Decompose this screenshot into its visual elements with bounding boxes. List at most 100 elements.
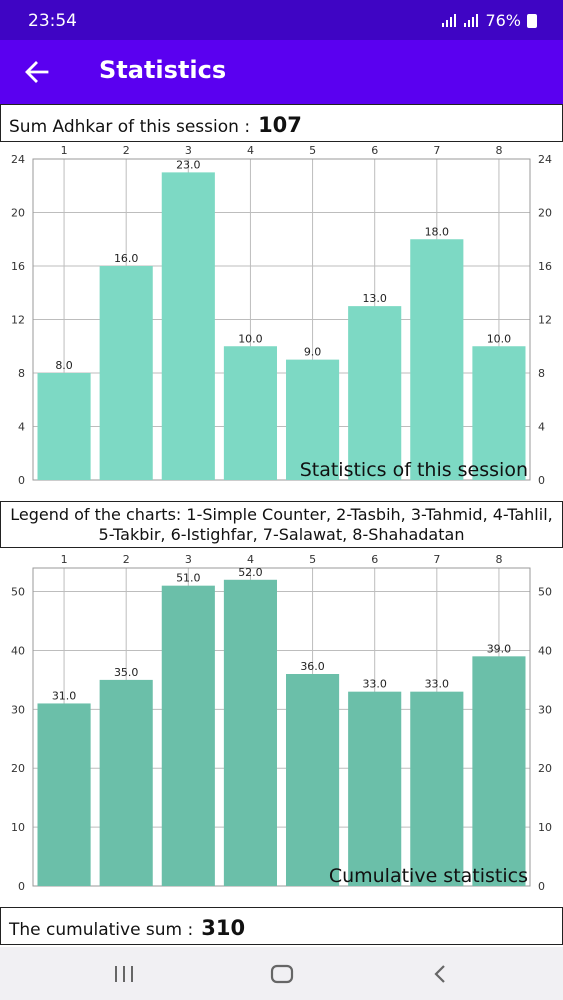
x-category-label: 5 <box>309 553 316 566</box>
bar-4 <box>223 579 277 886</box>
y-tick-label-right: 12 <box>538 314 552 327</box>
x-category-label: 6 <box>371 144 378 157</box>
signal-icon <box>442 13 457 27</box>
y-tick-label-right: 0 <box>538 474 545 487</box>
bar-value-label: 33.0 <box>362 678 387 691</box>
status-indicators: 76% <box>441 11 537 30</box>
back-chevron-icon <box>434 965 445 983</box>
y-tick-label-right: 20 <box>538 207 552 220</box>
x-category-label: 8 <box>495 144 502 157</box>
bar-5 <box>286 674 340 886</box>
x-category-label: 3 <box>185 553 192 566</box>
y-tick-label-right: 50 <box>538 586 552 599</box>
recents-button[interactable] <box>104 959 144 989</box>
arrow-left-icon <box>25 61 49 83</box>
plot-frame <box>32 567 531 887</box>
y-tick-label-right: 30 <box>538 703 552 716</box>
y-tick-label-right: 0 <box>538 880 545 893</box>
x-category-label: 1 <box>61 553 68 566</box>
bar-5 <box>286 359 340 480</box>
y-tick-label-right: 20 <box>538 762 552 775</box>
bar-4 <box>223 346 277 480</box>
cumulative-sum-label: The cumulative sum : <box>9 920 194 940</box>
x-category-label: 4 <box>247 553 254 566</box>
bar-7 <box>410 239 464 480</box>
bar-8 <box>472 346 526 480</box>
bar-value-label: 16.0 <box>114 252 139 265</box>
recents-icon <box>115 966 133 982</box>
bar-3 <box>161 585 215 886</box>
bar-8 <box>472 656 526 886</box>
bar-6 <box>348 691 402 886</box>
session-sum-box: Sum Adhkar of this session : 107 <box>0 104 563 142</box>
bar-value-label: 8.0 <box>55 359 73 372</box>
cumulative-sum-value: 310 <box>201 916 246 940</box>
chart-description: Cumulative statistics <box>329 865 528 887</box>
bar-value-label: 52.0 <box>238 566 263 579</box>
legend-box: Legend of the charts: 1-Simple Counter, … <box>0 501 563 548</box>
x-category-label: 2 <box>123 553 130 566</box>
bar-2 <box>99 266 153 480</box>
x-category-label: 6 <box>371 553 378 566</box>
home-button[interactable] <box>262 959 302 989</box>
y-tick-label-right: 40 <box>538 644 552 657</box>
y-tick-label-right: 4 <box>538 421 545 434</box>
x-category-label: 3 <box>185 144 192 157</box>
x-category-label: 5 <box>309 144 316 157</box>
bar-value-label: 23.0 <box>176 158 201 171</box>
x-category-label: 7 <box>433 144 440 157</box>
navigation-bar <box>0 947 563 1000</box>
cumulative-sum-box: The cumulative sum : 310 <box>0 907 563 945</box>
x-category-label: 4 <box>247 144 254 157</box>
system-back-button[interactable] <box>420 959 460 989</box>
bar-value-label: 9.0 <box>304 346 322 359</box>
session-sum-label: Sum Adhkar of this session : <box>9 117 251 137</box>
page-title: Statistics <box>99 56 227 84</box>
y-tick-label-right: 16 <box>538 260 552 273</box>
bar-value-label: 10.0 <box>487 332 512 345</box>
y-tick-label-left: 24 <box>11 153 25 166</box>
y-tick-label-left: 8 <box>18 367 25 380</box>
y-tick-label-left: 50 <box>11 586 25 599</box>
x-category-label: 2 <box>123 144 130 157</box>
session-chart: 0 0 4 4 8 8 12 12 16 16 20 20 24 24 8.0 1 16.0 2 23.03 10.0… <box>11 144 552 487</box>
y-tick-label-left: 16 <box>11 260 25 273</box>
bar-value-label: 13.0 <box>362 292 387 305</box>
y-tick-label-left: 20 <box>11 207 25 220</box>
chart-description: Statistics of this session <box>300 459 528 481</box>
y-tick-label-left: 0 <box>18 880 25 893</box>
status-bar: 23:54 76% <box>0 0 563 40</box>
y-tick-label-left: 4 <box>18 421 25 434</box>
bar-value-label: 18.0 <box>425 225 450 238</box>
back-button[interactable] <box>18 54 56 90</box>
y-tick-label-left: 40 <box>11 644 25 657</box>
bar-6 <box>348 306 402 480</box>
bar-3 <box>161 172 215 480</box>
y-tick-label-left: 12 <box>11 314 25 327</box>
battery-icon <box>527 13 537 28</box>
bar-value-label: 33.0 <box>425 678 450 691</box>
status-time: 23:54 <box>28 11 77 31</box>
bar-value-label: 35.0 <box>114 666 139 679</box>
x-category-label: 8 <box>495 553 502 566</box>
plot-frame <box>32 158 531 481</box>
bar-value-label: 39.0 <box>487 642 512 655</box>
x-category-label: 1 <box>61 144 68 157</box>
signal-icon <box>464 13 479 27</box>
bar-value-label: 31.0 <box>52 689 77 702</box>
cumulative-chart: 0 0 10 10 20 20 30 30 40 40 50 50 31.0 1 35.0 2 51.0 3 52.… <box>11 553 552 893</box>
battery-percent: 76% <box>485 11 521 30</box>
bar-value-label: 51.0 <box>176 572 201 585</box>
bar-value-label: 10.0 <box>238 332 263 345</box>
y-tick-label-right: 8 <box>538 367 545 380</box>
y-tick-label-left: 30 <box>11 703 25 716</box>
y-tick-label-right: 10 <box>538 821 552 834</box>
bar-1 <box>37 373 91 480</box>
bar-value-label: 36.0 <box>300 660 325 673</box>
y-tick-label-left: 10 <box>11 821 25 834</box>
x-category-label: 7 <box>433 553 440 566</box>
chart-legend: Legend of the charts: 1-Simple Counter, … <box>10 505 553 544</box>
bar-7 <box>410 691 464 886</box>
session-sum-value: 107 <box>258 113 302 137</box>
bar-2 <box>99 679 153 886</box>
